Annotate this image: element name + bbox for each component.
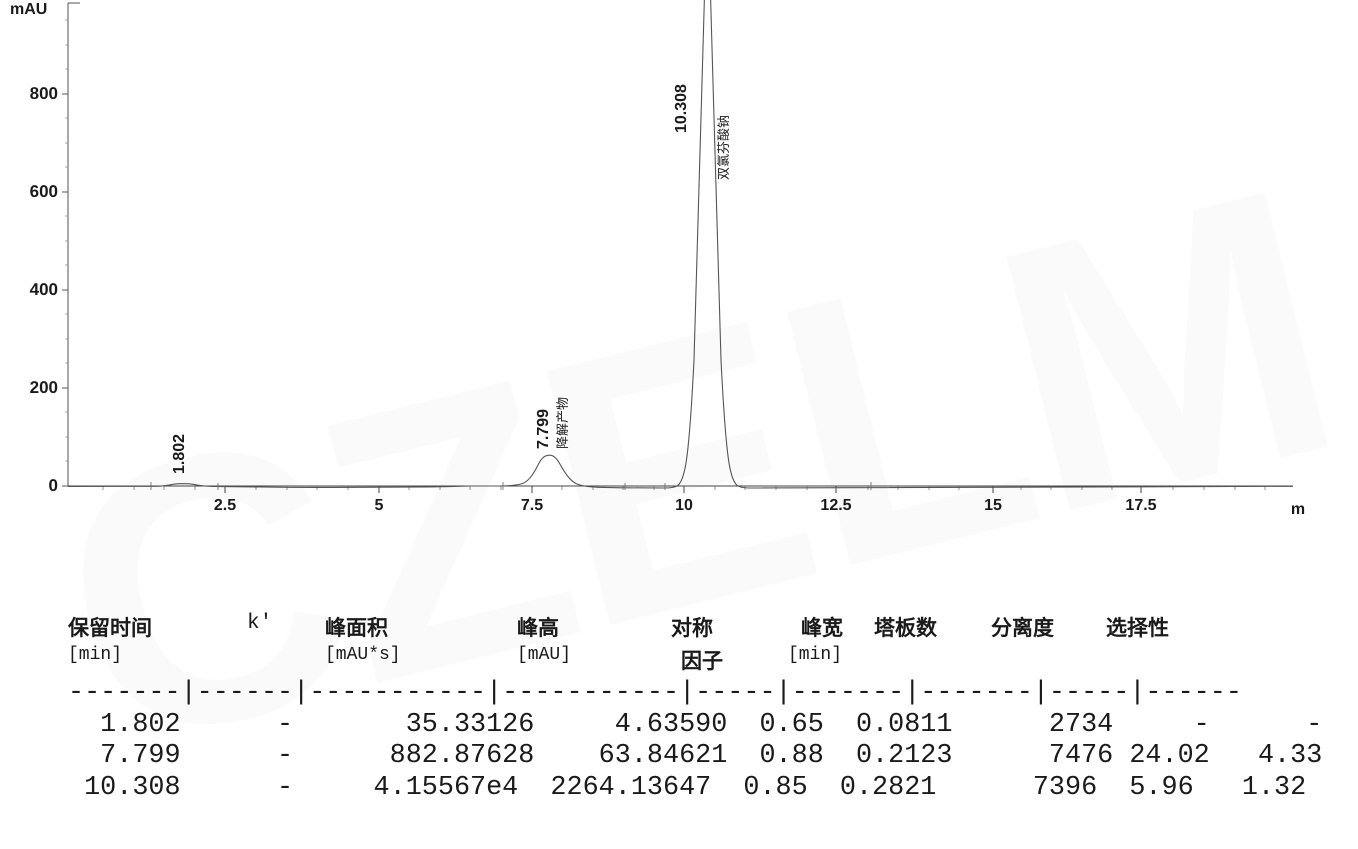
svg-text:0: 0 xyxy=(49,476,58,495)
svg-text:10: 10 xyxy=(675,497,693,514)
svg-text:双氯芬酸钠: 双氯芬酸钠 xyxy=(716,115,731,180)
svg-text:17.5: 17.5 xyxy=(1125,497,1156,514)
svg-text:1.802: 1.802 xyxy=(171,434,188,474)
svg-text:600: 600 xyxy=(30,182,58,201)
svg-text:m: m xyxy=(1291,501,1305,518)
svg-text:400: 400 xyxy=(30,280,58,299)
svg-text:800: 800 xyxy=(30,84,58,103)
svg-text:12.5: 12.5 xyxy=(820,497,851,514)
svg-text:mAU: mAU xyxy=(10,1,47,18)
svg-text:10.308: 10.308 xyxy=(673,84,690,133)
svg-text:2.5: 2.5 xyxy=(214,497,236,514)
svg-text:7.799: 7.799 xyxy=(535,409,552,449)
svg-text:15: 15 xyxy=(984,497,1002,514)
svg-text:降解产物: 降解产物 xyxy=(555,397,570,449)
svg-text:200: 200 xyxy=(30,378,58,397)
svg-text:5: 5 xyxy=(375,497,384,514)
svg-text:7.5: 7.5 xyxy=(521,497,543,514)
